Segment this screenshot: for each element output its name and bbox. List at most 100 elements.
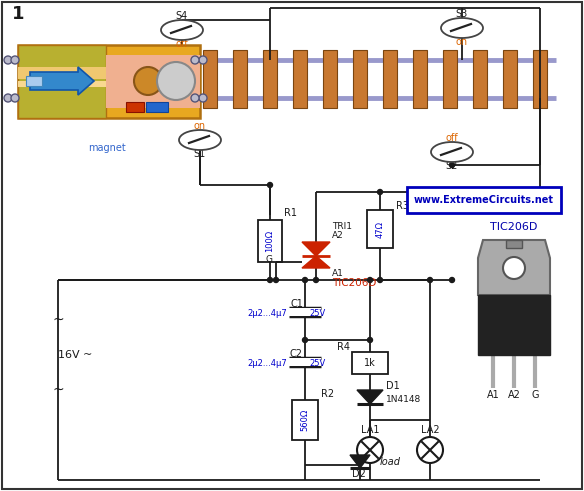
Text: off: off (176, 39, 188, 49)
Text: ~: ~ (52, 313, 64, 327)
Bar (323, 50, 337, 108)
Circle shape (191, 56, 199, 64)
Ellipse shape (161, 20, 203, 40)
Circle shape (191, 94, 199, 102)
Text: A1: A1 (332, 269, 344, 277)
Circle shape (303, 337, 308, 343)
Circle shape (11, 56, 19, 64)
Bar (26, 76, 42, 86)
Polygon shape (302, 242, 330, 256)
Text: TIC206D: TIC206D (491, 222, 538, 232)
FancyArrow shape (30, 67, 94, 95)
Circle shape (450, 277, 454, 282)
Polygon shape (350, 455, 370, 468)
Text: off: off (446, 133, 458, 143)
Text: ~: ~ (52, 383, 64, 397)
Circle shape (267, 183, 273, 188)
Text: magnet: magnet (88, 143, 126, 153)
Bar (18, 67, 200, 79)
Bar (18, 45, 106, 118)
Polygon shape (478, 240, 550, 295)
Circle shape (377, 277, 383, 282)
Circle shape (367, 337, 373, 343)
Bar (473, 50, 487, 108)
Text: S1: S1 (194, 149, 206, 159)
Text: R4: R4 (337, 342, 350, 352)
Text: S2: S2 (446, 161, 458, 171)
Circle shape (44, 306, 72, 334)
Text: LA1: LA1 (361, 425, 379, 435)
Bar (258, 220, 282, 262)
Circle shape (134, 67, 162, 95)
Circle shape (267, 277, 273, 282)
Text: G: G (531, 390, 539, 400)
Text: D1: D1 (386, 381, 400, 391)
Text: load: load (380, 457, 401, 467)
Circle shape (199, 56, 207, 64)
Text: 100Ω: 100Ω (266, 230, 274, 252)
Bar (18, 45, 200, 118)
Text: C2: C2 (290, 349, 303, 359)
Text: 560Ω: 560Ω (301, 409, 310, 431)
Text: 1: 1 (12, 5, 25, 23)
Bar (289, 308, 321, 316)
Circle shape (11, 94, 19, 102)
Bar (292, 400, 318, 440)
Circle shape (417, 437, 443, 463)
Bar (126, 102, 144, 112)
Text: 25V: 25V (309, 358, 325, 367)
Polygon shape (506, 240, 522, 248)
Circle shape (199, 94, 207, 102)
Text: R3: R3 (396, 201, 409, 211)
Text: 1k: 1k (364, 358, 376, 368)
Bar (533, 50, 547, 108)
Text: 2μ2...4μ7: 2μ2...4μ7 (247, 358, 287, 367)
Bar (106, 55, 200, 108)
Circle shape (427, 277, 433, 282)
Ellipse shape (431, 142, 473, 162)
Bar (289, 358, 321, 366)
Text: G: G (265, 254, 272, 264)
Bar (383, 50, 397, 108)
Polygon shape (357, 390, 383, 404)
Text: R1: R1 (284, 208, 297, 218)
Bar (293, 50, 307, 108)
Text: TRI1: TRI1 (332, 221, 352, 230)
Text: TIC206D: TIC206D (332, 278, 376, 288)
Polygon shape (302, 256, 330, 268)
Circle shape (314, 277, 318, 282)
Ellipse shape (441, 18, 483, 38)
Bar (18, 81, 200, 87)
Text: R2: R2 (321, 389, 334, 399)
Circle shape (273, 277, 279, 282)
Text: 2μ2...4μ7: 2μ2...4μ7 (247, 308, 287, 318)
Text: LA2: LA2 (420, 425, 439, 435)
Circle shape (503, 257, 525, 279)
FancyBboxPatch shape (407, 187, 561, 213)
Bar (353, 50, 367, 108)
Bar (352, 352, 388, 374)
Text: 1N4148: 1N4148 (386, 395, 421, 405)
Circle shape (44, 376, 72, 404)
Text: A2: A2 (507, 390, 520, 400)
Text: 25V: 25V (309, 308, 325, 318)
Circle shape (450, 163, 454, 167)
Bar (263, 50, 277, 108)
Text: C1: C1 (290, 299, 303, 309)
Text: www.ExtremeCircuits.net: www.ExtremeCircuits.net (414, 195, 554, 205)
Text: on: on (194, 121, 206, 131)
Text: S4: S4 (176, 11, 188, 21)
Circle shape (303, 277, 308, 282)
Text: 16V ~: 16V ~ (58, 350, 92, 360)
Bar (203, 50, 217, 108)
Text: on: on (456, 37, 468, 47)
Circle shape (367, 277, 373, 282)
Circle shape (377, 190, 383, 194)
Text: A2: A2 (332, 230, 344, 240)
Bar (503, 50, 517, 108)
Circle shape (537, 190, 543, 194)
Text: S3: S3 (456, 9, 468, 19)
Bar (146, 102, 168, 112)
Text: D2: D2 (352, 469, 366, 479)
Circle shape (157, 62, 195, 100)
